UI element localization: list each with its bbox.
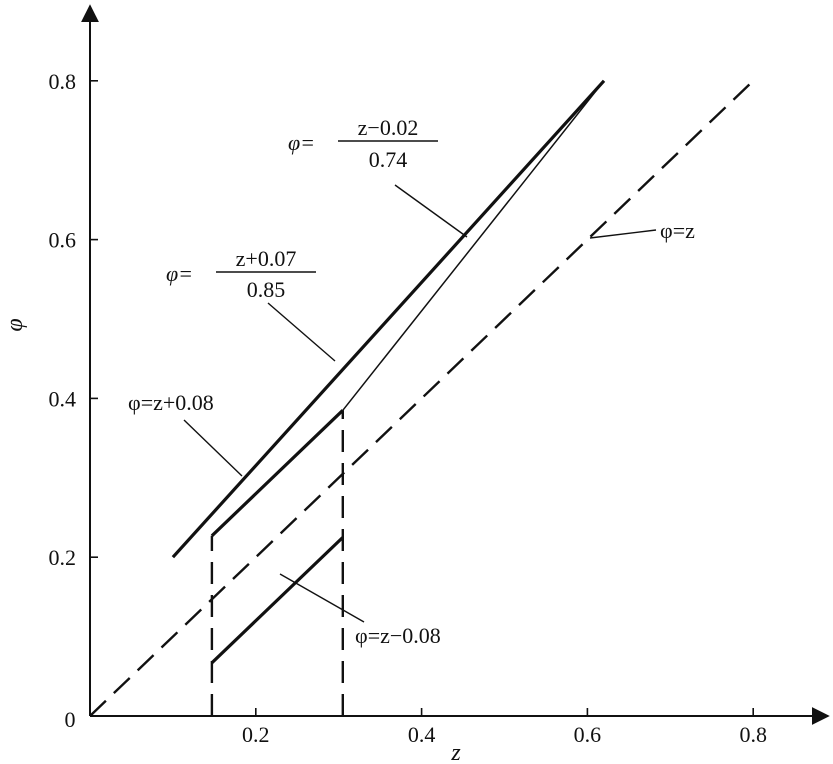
annotation-upper-lhs: φ= bbox=[166, 261, 193, 286]
annotation-minus008: φ=z−0.08 bbox=[355, 623, 441, 648]
annotation-slope074-denominator: 0.74 bbox=[369, 147, 408, 172]
leader-line-upper bbox=[267, 302, 336, 362]
annotation-slope074-numerator: z−0.02 bbox=[358, 115, 419, 140]
series-line-plus008 bbox=[210, 409, 344, 537]
series-line-minus008 bbox=[210, 536, 344, 664]
y-tick-label: 0.8 bbox=[49, 69, 77, 94]
annotation-upper-denominator: 0.85 bbox=[247, 277, 286, 302]
series-line-slope074 bbox=[342, 80, 605, 411]
leader-line-slope074 bbox=[394, 184, 468, 238]
annotation-plus008: φ=z+0.08 bbox=[128, 390, 214, 415]
x-tick-label: 0.4 bbox=[408, 722, 436, 747]
leader-line-minus008 bbox=[279, 573, 365, 623]
leader-line-identity bbox=[589, 229, 657, 239]
x-tick-label: 0.8 bbox=[739, 722, 767, 747]
y-axis-title: φ bbox=[2, 318, 28, 331]
annotation-slope074: φ= z−0.02 0.74 bbox=[288, 115, 438, 172]
annotation-slope074-lhs: φ= bbox=[288, 130, 315, 155]
x-axis-title: z bbox=[450, 740, 461, 764]
x-tick-label: 0.2 bbox=[242, 722, 270, 747]
annotation-identity: φ=z bbox=[660, 218, 695, 243]
series-line-upper bbox=[171, 79, 606, 559]
series-line-identity bbox=[89, 79, 755, 717]
y-tick-label: 0.6 bbox=[49, 228, 77, 253]
y-tick-label: 0.2 bbox=[49, 545, 77, 570]
y-tick-label: 0.4 bbox=[49, 386, 77, 411]
origin-label: 0 bbox=[65, 707, 76, 732]
leader-line-plus008 bbox=[183, 419, 243, 477]
annotation-upper: φ= z+0.07 0.85 bbox=[166, 246, 316, 302]
x-tick-label: 0.6 bbox=[574, 722, 602, 747]
annotation-upper-numerator: z+0.07 bbox=[236, 246, 297, 271]
